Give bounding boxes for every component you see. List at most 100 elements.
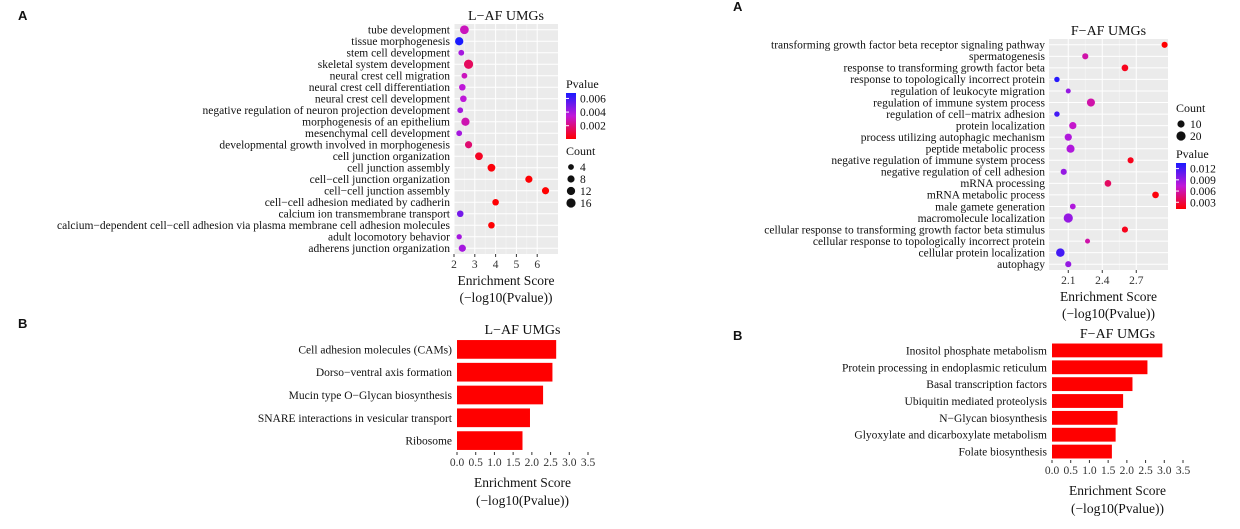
- legend-pvalue-label: 0.002: [580, 121, 606, 133]
- legend-count-dot: [566, 186, 576, 196]
- x-tick-label: 6: [534, 259, 540, 271]
- x-tick-label: 2.4: [1095, 275, 1110, 287]
- x-axis-title: Enrichment Score: [1069, 483, 1166, 498]
- legend-pvalue-label: 0.012: [1190, 164, 1216, 176]
- data-point: [456, 210, 464, 218]
- category-label: cellular response to transforming growth…: [764, 224, 1045, 236]
- category-label: stem cell development: [347, 48, 451, 60]
- category-label: Inositol phosphate metabolism: [906, 345, 1047, 357]
- chart-title: F−AF UMGs: [1080, 327, 1155, 342]
- legend-pvalue-label: 0.004: [580, 107, 606, 119]
- category-label: macromolecule localization: [918, 213, 1046, 225]
- category-label: mesenchymal cell development: [305, 128, 451, 140]
- x-tick-label: 3.5: [581, 457, 596, 469]
- x-tick-label: 3.5: [1176, 465, 1191, 477]
- x-tick-label: 0.0: [1045, 465, 1060, 477]
- data-point: [525, 175, 533, 183]
- plot-panel-background: [1049, 39, 1168, 270]
- bar: [1052, 427, 1116, 442]
- legend-pvalue-label: 0.006: [580, 93, 606, 105]
- category-label: protein localization: [956, 120, 1045, 132]
- category-label: cellular protein localization: [919, 247, 1046, 259]
- data-point: [461, 117, 470, 126]
- legend-count-dot: [568, 164, 574, 170]
- data-point: [492, 198, 499, 206]
- data-point: [455, 37, 464, 46]
- legend-pvalue-colorbar: [1176, 163, 1186, 209]
- category-label: Glyoxylate and dicarboxylate metabolism: [854, 430, 1047, 442]
- data-point: [456, 234, 462, 240]
- x-tick-label: 2.1: [1061, 275, 1076, 287]
- data-point: [456, 130, 463, 137]
- data-point: [1064, 133, 1072, 141]
- x-tick-label: 2.5: [543, 457, 558, 469]
- data-point: [1127, 157, 1134, 164]
- legend-count-label: 8: [580, 174, 586, 186]
- category-label: adherens junction organization: [308, 243, 450, 255]
- legend-count-label: 16: [580, 198, 592, 210]
- data-point: [541, 187, 550, 195]
- category-label: Ribosome: [405, 436, 452, 448]
- category-label: negative regulation of cell adhesion: [881, 167, 1045, 179]
- x-tick-label: 3.0: [1157, 465, 1172, 477]
- category-label: neural crest cell differentiation: [309, 82, 450, 94]
- x-tick-label: 3: [472, 259, 478, 271]
- x-axis-title-sub: (−log10(Pvalue)): [459, 290, 552, 305]
- legend-pvalue-title: Pvalue: [566, 77, 599, 91]
- legend-pvalue-title: Pvalue: [1176, 147, 1209, 161]
- category-label: tissue morphogenesis: [351, 36, 450, 48]
- data-point: [1060, 168, 1067, 175]
- data-point: [487, 163, 496, 172]
- legend-count-label: 4: [580, 162, 586, 174]
- data-point: [460, 25, 469, 35]
- category-label: Basal transcription factors: [926, 379, 1047, 391]
- data-point: [1082, 53, 1089, 60]
- chart-l-af-kegg-bar: Cell adhesion molecules (CAMs) Dorso−vent…: [258, 323, 596, 508]
- bar: [1052, 360, 1148, 375]
- bar: [457, 385, 544, 405]
- legend-count-dot: [1176, 131, 1186, 141]
- category-label: regulation of leukocyte migration: [891, 86, 1045, 98]
- data-point: [459, 83, 466, 91]
- x-axis-title-sub: (−log10(Pvalue)): [476, 493, 569, 508]
- category-label: Folate biosynthesis: [959, 447, 1048, 459]
- bar: [1052, 343, 1163, 358]
- legend-count-title: Count: [566, 144, 596, 158]
- category-label: developmental growth involved in morphog…: [219, 140, 450, 152]
- x-axis-title: Enrichment Score: [474, 475, 571, 490]
- data-point: [1066, 144, 1075, 153]
- data-point: [1121, 226, 1128, 233]
- data-point: [1085, 238, 1091, 244]
- x-tick-label: 2.5: [1138, 465, 1153, 477]
- legend-pvalue-label: 0.009: [1190, 175, 1216, 187]
- category-label: adult locomotory behavior: [328, 232, 450, 244]
- panel-label-a-right: A: [733, 0, 743, 14]
- data-point: [457, 107, 464, 114]
- bar: [457, 431, 523, 450]
- data-point: [488, 221, 495, 229]
- category-label: SNARE interactions in vesicular transpor…: [258, 413, 453, 425]
- bar: [1052, 377, 1133, 392]
- data-point: [1069, 122, 1077, 130]
- category-label: Protein processing in endoplasmic reticu…: [842, 362, 1047, 374]
- data-point: [1086, 98, 1095, 107]
- data-point: [1121, 64, 1129, 72]
- category-label: Ubiquitin mediated proteolysis: [905, 396, 1048, 408]
- category-label: Dorso−ventral axis formation: [316, 367, 452, 379]
- data-point: [1069, 203, 1076, 210]
- legend-count-title: Count: [1176, 101, 1206, 115]
- category-label: male gamete generation: [935, 201, 1045, 213]
- category-label: response to topologically incorrect prot…: [850, 74, 1045, 86]
- category-label: skeletal system development: [318, 59, 451, 71]
- category-label: cell−cell adhesion mediated by cadherin: [265, 197, 451, 209]
- category-label: cellular response to topologically incor…: [813, 236, 1045, 248]
- bar: [457, 340, 557, 359]
- panel-label-b-left: B: [18, 316, 27, 331]
- data-point: [1054, 111, 1060, 117]
- x-tick-label: 3.0: [562, 457, 577, 469]
- category-label: peptide metabolic process: [926, 144, 1046, 156]
- x-tick-label: 0.5: [1064, 465, 1079, 477]
- data-point: [1065, 261, 1072, 268]
